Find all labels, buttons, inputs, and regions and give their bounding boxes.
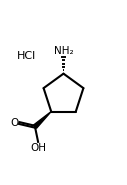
Text: OH: OH <box>30 143 46 153</box>
Text: O: O <box>11 118 19 128</box>
Polygon shape <box>34 112 51 128</box>
Text: HCl: HCl <box>16 51 36 61</box>
Text: NH₂: NH₂ <box>54 46 73 56</box>
